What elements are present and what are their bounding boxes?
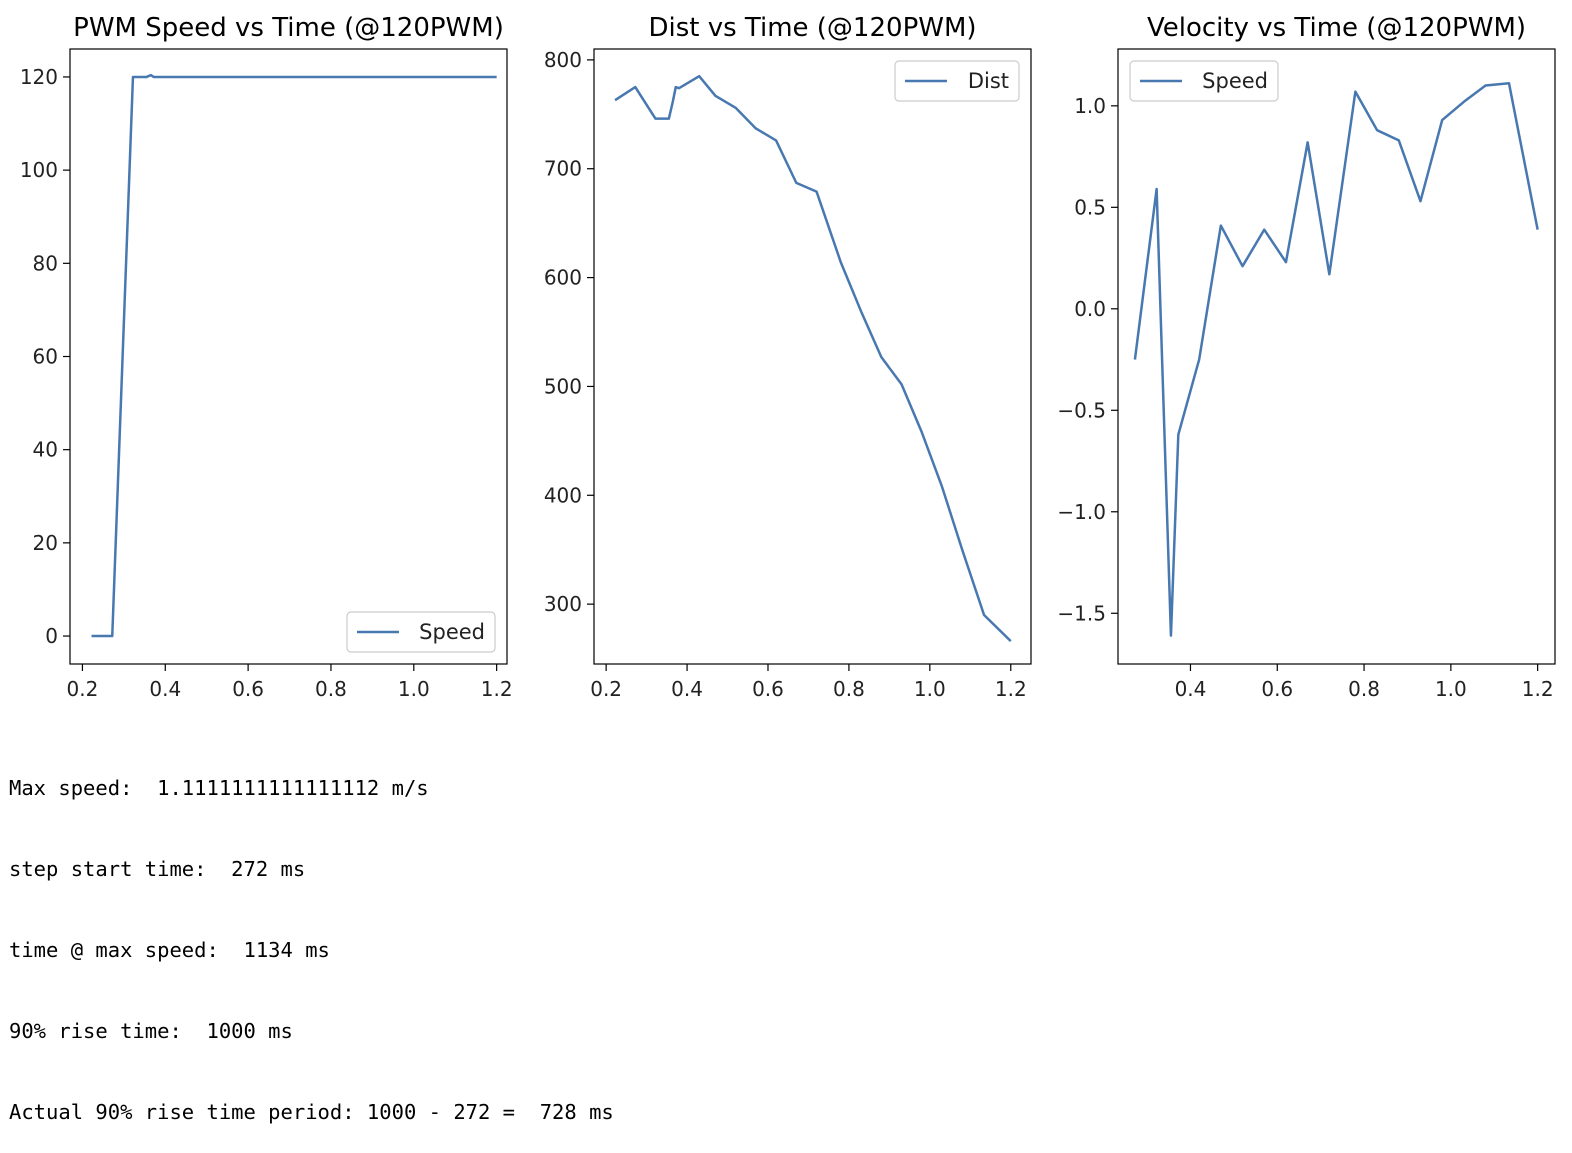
output-line-step-start: step start time: 272 ms	[9, 857, 306, 881]
x-tick-label: 0.4	[149, 677, 181, 701]
plot-frame	[69, 48, 508, 665]
x-tick-label: 0.8	[315, 677, 347, 701]
y-tick-label: −0.5	[1057, 398, 1106, 422]
plot-frame	[1117, 48, 1556, 665]
x-tick-label: 0.6	[1261, 677, 1293, 701]
legend-label: Speed	[1202, 69, 1268, 93]
x-tick-label: 1.2	[995, 677, 1027, 701]
y-tick-label: 600	[544, 266, 582, 290]
chart-title: Velocity vs Time (@120PWM)	[1147, 13, 1526, 43]
y-tick-label: 100	[20, 158, 58, 182]
chart-1: PWM Speed vs Time (@120PWM) 0.2 0.4 0.6 0.8 1…	[20, 13, 513, 701]
legend-label: Dist	[968, 69, 1009, 93]
y-tick-label: 500	[544, 374, 582, 398]
y-tick-label: 1.0	[1074, 94, 1106, 118]
y-tick-label: 60	[33, 345, 58, 369]
y-tick-label: 0	[45, 624, 58, 648]
output-line-time-max-speed: time @ max speed: 1134 ms	[9, 938, 330, 962]
x-tick-label: 1.0	[1435, 677, 1467, 701]
series-line-dist	[614, 74, 1012, 643]
x-tick-label: 0.8	[1348, 677, 1380, 701]
console-output: Max speed: 1.1111111111111112 m/s step s…	[9, 721, 614, 1153]
y-tick-label: 20	[33, 531, 58, 555]
chart-2: Dist vs Time (@120PWM) 0.2 0.4 0.6 0.8 1.0 1.2…	[544, 13, 1032, 701]
y-tick-label: 0.5	[1074, 195, 1106, 219]
y-tick-label: 120	[20, 65, 58, 89]
legend: Speed	[346, 611, 496, 653]
output-line-rise-period: Actual 90% rise time period: 1000 - 272 …	[9, 1100, 614, 1124]
y-tick-label: −1.0	[1057, 500, 1106, 524]
chart-title: PWM Speed vs Time (@120PWM)	[73, 13, 504, 43]
y-tick-label: 80	[33, 251, 58, 275]
plot-frame	[593, 48, 1032, 665]
y-tick-label: 700	[544, 157, 582, 181]
y-tick-label: 800	[544, 48, 582, 72]
x-tick-label: 0.4	[671, 677, 703, 701]
legend-box	[1129, 60, 1279, 102]
legend: Speed	[1129, 60, 1279, 102]
figure: PWM Speed vs Time (@120PWM) 0.2 0.4 0.6 0.8 1…	[20, 13, 1556, 701]
y-tick-label: 300	[544, 592, 582, 616]
y-tick-label: 40	[33, 438, 58, 462]
x-tick-label: 0.2	[590, 677, 622, 701]
x-tick-label: 1.2	[481, 677, 513, 701]
series-line-speed	[1133, 82, 1539, 637]
x-tick-label: 1.0	[398, 677, 430, 701]
x-tick-label: 0.2	[67, 677, 99, 701]
output-line-rise-time: 90% rise time: 1000 ms	[9, 1019, 293, 1043]
x-tick-label: 1.0	[914, 677, 946, 701]
y-tick-label: −1.5	[1057, 601, 1106, 625]
chart-title: Dist vs Time (@120PWM)	[648, 13, 976, 43]
y-tick-label: 0.0	[1074, 297, 1106, 321]
y-tick-label: 400	[544, 483, 582, 507]
x-tick-label: 0.6	[232, 677, 264, 701]
x-tick-label: 0.6	[752, 677, 784, 701]
legend-box	[894, 60, 1020, 102]
chart-3: Velocity vs Time (@120PWM) 0.4 0.6 0.8 1.0 1.…	[1057, 13, 1556, 701]
legend: Dist	[894, 60, 1020, 102]
legend-box	[346, 611, 496, 653]
output-line-max-speed: Max speed: 1.1111111111111112 m/s	[9, 776, 429, 800]
series-line-speed	[91, 73, 497, 638]
x-tick-label: 0.4	[1175, 677, 1207, 701]
x-tick-label: 0.8	[833, 677, 865, 701]
x-tick-label: 1.2	[1522, 677, 1554, 701]
legend-label: Speed	[419, 620, 485, 644]
